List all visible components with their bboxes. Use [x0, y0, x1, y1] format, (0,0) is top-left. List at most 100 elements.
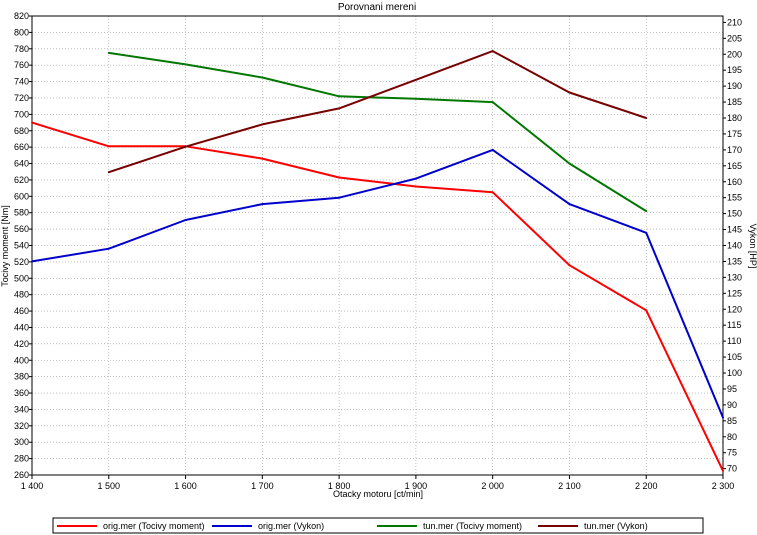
right-y-tick-label: 205: [727, 33, 742, 43]
series-4-point: [491, 50, 494, 53]
series-3-point: [261, 76, 264, 79]
right-y-tick-label: 75: [727, 448, 737, 458]
left-y-tick-label: 260: [14, 470, 29, 480]
left-y-tick-label: 480: [14, 290, 29, 300]
legend-label: tun.mer (Tocivy moment): [423, 521, 522, 531]
series-1-point: [261, 157, 264, 160]
series-2-point: [722, 416, 724, 419]
series-1-point: [338, 176, 341, 179]
series-3-point: [184, 63, 187, 66]
left-y-axis-title: Tocivy moment [Nm]: [0, 205, 10, 287]
right-y-tick-label: 195: [727, 65, 742, 75]
left-y-tick-label: 560: [14, 224, 29, 234]
right-y-tick-label: 85: [727, 416, 737, 426]
series-2-point: [107, 247, 110, 250]
left-y-tick-label: 680: [14, 126, 29, 136]
x-tick-label: 1 700: [251, 481, 274, 491]
left-y-tick-label: 660: [14, 142, 29, 152]
right-y-tick-label: 110: [727, 336, 741, 346]
series-3-point: [414, 97, 417, 100]
series-4-point: [261, 123, 264, 126]
left-y-tick-label: 620: [14, 175, 29, 185]
series-4-point: [568, 91, 571, 94]
left-y-tick-label: 720: [14, 93, 29, 103]
x-tick-label: 1 900: [405, 481, 428, 491]
right-y-tick-label: 160: [727, 177, 742, 187]
series-1-point: [645, 309, 648, 312]
left-y-tick-label: 740: [14, 77, 29, 87]
series-4-point: [338, 107, 341, 110]
left-y-tick-label: 640: [14, 159, 29, 169]
right-y-tick-label: 150: [727, 209, 742, 219]
left-y-tick-label: 700: [14, 109, 29, 119]
right-y-tick-label: 140: [727, 241, 742, 251]
series-4-point: [184, 145, 187, 148]
x-tick-label: 2 200: [635, 481, 658, 491]
x-tick-label: 2 100: [558, 481, 581, 491]
x-tick-label: 1 500: [98, 481, 121, 491]
series-2-point: [414, 177, 417, 180]
left-y-tick-label: 280: [14, 454, 29, 464]
series-2-point: [568, 203, 571, 206]
right-y-tick-label: 70: [727, 464, 737, 474]
right-y-tick-label: 190: [727, 81, 742, 91]
left-y-tick-label: 820: [14, 11, 29, 21]
legend-label: orig.mer (Tocivy moment): [103, 521, 205, 531]
series-2-point: [261, 203, 264, 206]
series-2-point: [338, 196, 341, 199]
series-line-2: [31, 148, 724, 418]
x-axis-title: Otacky motoru [ct/min]: [333, 489, 423, 499]
right-y-axis: 70 75 80 85 90 95 100 105 110 115 120 125 130 135 140 1…: [723, 17, 742, 474]
series-3-point: [338, 95, 341, 98]
left-y-tick-label: 440: [14, 322, 29, 332]
right-y-tick-label: 170: [727, 145, 742, 155]
series-2-point: [645, 231, 648, 234]
series-1-point: [568, 264, 571, 267]
right-y-tick-label: 130: [727, 272, 742, 282]
left-y-tick-label: 520: [14, 257, 29, 267]
series-2-point: [31, 260, 33, 263]
series-3-point: [568, 162, 571, 165]
right-y-tick-label: 135: [727, 256, 742, 266]
x-tick-label: 1 800: [328, 481, 351, 491]
series-1-point: [31, 121, 33, 124]
left-y-tick-label: 340: [14, 404, 29, 414]
x-tick-label: 1 400: [21, 481, 44, 491]
series-line-3: [108, 51, 647, 212]
series-4-point: [107, 171, 110, 174]
right-y-tick-label: 185: [727, 97, 742, 107]
series-1-point: [722, 469, 724, 472]
series-4-point: [645, 117, 648, 119]
series-1-point: [414, 185, 417, 188]
x-tick-label: 2 000: [481, 481, 504, 491]
right-y-tick-label: 95: [727, 384, 737, 394]
right-y-tick-label: 210: [727, 17, 742, 27]
right-y-tick-label: 120: [727, 304, 742, 314]
series-line-1: [31, 121, 724, 472]
series-1-point: [491, 191, 494, 194]
left-y-tick-label: 600: [14, 191, 29, 201]
left-y-tick-label: 420: [14, 339, 29, 349]
legend: orig.mer (Tocivy moment) orig.mer (Vykon)…: [52, 517, 704, 534]
left-y-axis: 260 280 300 320 340 360 380 400 420 440 460 480 500 5…: [14, 11, 32, 480]
left-y-tick-label: 800: [14, 27, 29, 37]
legend-label: orig.mer (Vykon): [258, 521, 324, 531]
right-y-tick-label: 175: [727, 129, 742, 139]
right-y-tick-label: 180: [727, 113, 742, 123]
left-y-tick-label: 300: [14, 437, 29, 447]
left-y-tick-label: 500: [14, 273, 29, 283]
right-y-axis-title: Vykon [HP]: [748, 224, 757, 269]
right-y-tick-label: 165: [727, 161, 742, 171]
left-y-tick-label: 780: [14, 44, 29, 54]
left-y-tick-label: 760: [14, 60, 29, 70]
x-tick-label: 1 600: [174, 481, 197, 491]
grid: [32, 15, 723, 476]
right-y-tick-label: 80: [727, 432, 737, 442]
left-y-tick-label: 320: [14, 421, 29, 431]
chart-title: Porovnani mereni: [338, 2, 416, 13]
left-y-tick-label: 360: [14, 388, 29, 398]
right-y-tick-label: 200: [727, 49, 742, 59]
series-2-point: [184, 219, 187, 221]
